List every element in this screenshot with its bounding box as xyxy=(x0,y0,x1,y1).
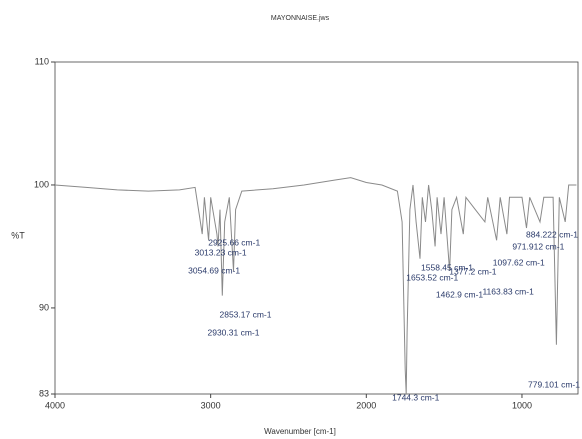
peak-label: 2925.66 cm-1 xyxy=(208,237,260,247)
peak-label: 2853.17 cm-1 xyxy=(220,309,272,319)
y-tick-label: 90 xyxy=(39,302,49,312)
plot-frame xyxy=(54,61,579,395)
peak-label: 971.912 cm-1 xyxy=(512,241,564,251)
peak-label: 2930.31 cm-1 xyxy=(208,327,260,337)
peak-label: 3013.23 cm-1 xyxy=(195,247,247,257)
spectrum-line xyxy=(54,177,577,395)
chart-title: MAYONNAISE.jws xyxy=(271,15,330,22)
peak-label: 1653.52 cm-1 xyxy=(406,272,458,282)
y-tick-label: 110 xyxy=(35,56,49,66)
x-tick-label: 1000 xyxy=(512,400,532,410)
peak-label: 1377.2 cm-1 xyxy=(449,266,497,276)
y-axis-label: %T xyxy=(11,230,25,240)
peak-label: 1097.62 cm-1 xyxy=(493,257,545,267)
x-axis-label: Wavenumber [cm-1] xyxy=(264,427,336,436)
peak-label: 1744.3 cm-1 xyxy=(392,392,440,402)
x-tick-label: 3000 xyxy=(201,400,221,410)
x-tick-label: 4000 xyxy=(45,400,65,410)
x-tick-label: 2000 xyxy=(356,400,376,410)
y-tick-label: 83 xyxy=(39,388,49,398)
peak-label: 1462.9 cm-1 xyxy=(436,289,484,299)
peak-label: 884.222 cm-1 xyxy=(526,229,578,239)
y-tick-label: 100 xyxy=(34,179,49,189)
peak-label: 779.101 cm-1 xyxy=(528,379,580,389)
peak-label: 1558.45 cm-1 xyxy=(421,262,473,272)
peak-label: 1163.83 cm-1 xyxy=(482,286,534,296)
peak-label: 3054.69 cm-1 xyxy=(188,265,240,275)
